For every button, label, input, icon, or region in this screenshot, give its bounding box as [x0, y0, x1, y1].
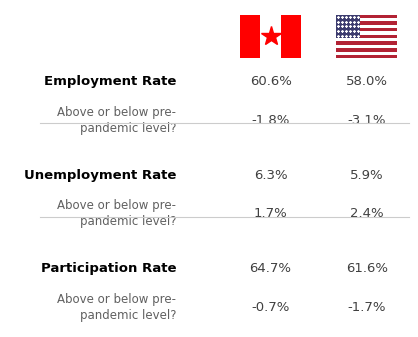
Text: 60.6%: 60.6%	[250, 75, 291, 88]
Bar	[336, 15, 360, 38]
Bar	[240, 15, 260, 58]
Bar	[336, 15, 398, 18]
Text: 58.0%: 58.0%	[346, 75, 387, 88]
Text: Above or below pre-
pandemic level?: Above or below pre- pandemic level?	[57, 199, 176, 228]
Bar	[336, 35, 398, 38]
Text: 61.6%: 61.6%	[346, 262, 387, 275]
Text: Employment Rate: Employment Rate	[44, 75, 176, 88]
Bar	[336, 28, 398, 31]
Bar	[260, 15, 281, 58]
Bar	[336, 45, 398, 48]
Text: 1.7%: 1.7%	[254, 207, 288, 220]
Text: 5.9%: 5.9%	[350, 169, 383, 182]
Bar	[336, 48, 398, 52]
Bar	[336, 18, 398, 22]
Bar	[336, 25, 398, 28]
Text: -0.7%: -0.7%	[251, 301, 290, 314]
Text: 6.3%: 6.3%	[254, 169, 288, 182]
Bar	[281, 15, 301, 58]
Bar	[336, 52, 398, 55]
Text: Participation Rate: Participation Rate	[41, 262, 176, 275]
Text: Unemployment Rate: Unemployment Rate	[24, 169, 176, 182]
Bar	[336, 41, 398, 45]
Text: -3.1%: -3.1%	[347, 114, 386, 126]
Bar	[336, 55, 398, 58]
Text: Above or below pre-
pandemic level?: Above or below pre- pandemic level?	[57, 105, 176, 134]
Text: 64.7%: 64.7%	[250, 262, 292, 275]
Text: Above or below pre-
pandemic level?: Above or below pre- pandemic level?	[57, 293, 176, 322]
Bar	[336, 38, 398, 41]
Bar	[336, 31, 398, 35]
Text: -1.7%: -1.7%	[347, 301, 386, 314]
Bar	[336, 22, 398, 25]
Text: 2.4%: 2.4%	[350, 207, 383, 220]
Text: -1.8%: -1.8%	[251, 114, 290, 126]
